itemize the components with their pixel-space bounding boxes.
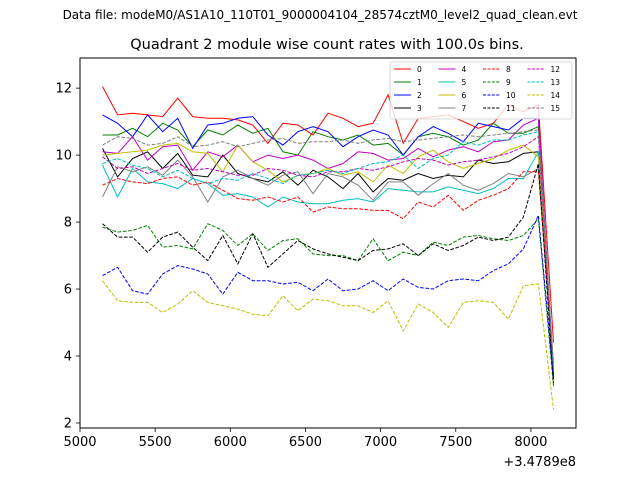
y-axis: 2 4 6 8 10 12 [55,82,80,431]
series-line-8 [102,171,554,363]
legend-item-1: 1 [394,78,422,87]
x-tick-label: 6500 [289,435,322,450]
legend-item-10: 10 [483,91,516,100]
series-line-7 [102,159,554,373]
x-tick-label: 8000 [514,435,547,450]
legend-label: 4 [462,65,467,74]
legend-label: 3 [417,104,422,113]
legend-item-8: 8 [483,65,511,74]
series-line-12 [102,135,554,370]
legend-item-2: 2 [394,91,422,100]
legend-item-6: 6 [438,91,467,100]
legend-label: 9 [506,78,511,87]
series-line-1 [102,122,554,377]
x-tick-label: 7000 [364,435,397,450]
y-tick-label: 4 [64,350,72,365]
y-tick-label: 8 [64,216,72,231]
x-tick-label: 5500 [139,435,172,450]
series-line-6 [102,142,554,370]
legend-item-13: 13 [527,78,561,87]
x-axis: 5000 5500 6000 6500 7000 7500 8000 [63,428,547,450]
legend-label: 11 [506,104,516,113]
series-line-13 [102,131,554,370]
legend-item-12: 12 [527,65,561,74]
x-tick-label: 6000 [214,435,247,450]
x-axis-offset-label: +3.4789e8 [503,455,576,470]
legend-label: 0 [417,65,422,74]
legend-label: 1 [417,78,422,87]
legend-item-7: 7 [438,104,467,113]
series-line-9 [102,217,554,387]
legend-label: 5 [462,78,467,87]
legend-label: 13 [551,78,561,87]
legend-label: 6 [462,91,467,100]
legend-box [389,61,573,120]
legend-label: 2 [417,91,422,100]
legend-item-14: 14 [527,91,561,100]
y-tick-label: 6 [64,283,72,298]
series-layer [102,86,554,410]
x-tick-label: 7500 [439,435,472,450]
legend-label: 15 [551,104,561,113]
x-tick-label: 5000 [63,435,96,450]
y-tick-label: 2 [64,416,72,431]
series-line-10 [102,213,554,380]
plot-frame [79,57,577,429]
series-line-15 [102,129,554,367]
legend-item-11: 11 [483,104,516,113]
legend-item-3: 3 [394,104,422,113]
y-tick-label: 12 [55,82,72,97]
y-tick-label: 10 [55,149,72,164]
legend-label: 14 [551,91,561,100]
legend-label: 10 [506,91,516,100]
legend-label: 8 [506,65,511,74]
legend-label: 12 [551,65,561,74]
figure-suptitle: Data file: modeM0/AS1A10_110T01_90000041… [63,8,578,22]
legend-item-9: 9 [483,78,511,87]
chart-title: Quadrant 2 module wise count rates with … [130,37,524,53]
series-line-0 [102,86,554,343]
series-line-11 [102,163,554,383]
series-line-2 [102,114,554,380]
legend-item-15: 15 [527,104,561,113]
legend-item-0: 0 [394,65,422,74]
series-line-5 [102,150,554,370]
legend-item-4: 4 [438,65,467,74]
series-line-14 [102,280,554,410]
legend-item-5: 5 [438,78,467,87]
legend-label: 7 [462,104,467,113]
series-line-3 [102,148,554,380]
